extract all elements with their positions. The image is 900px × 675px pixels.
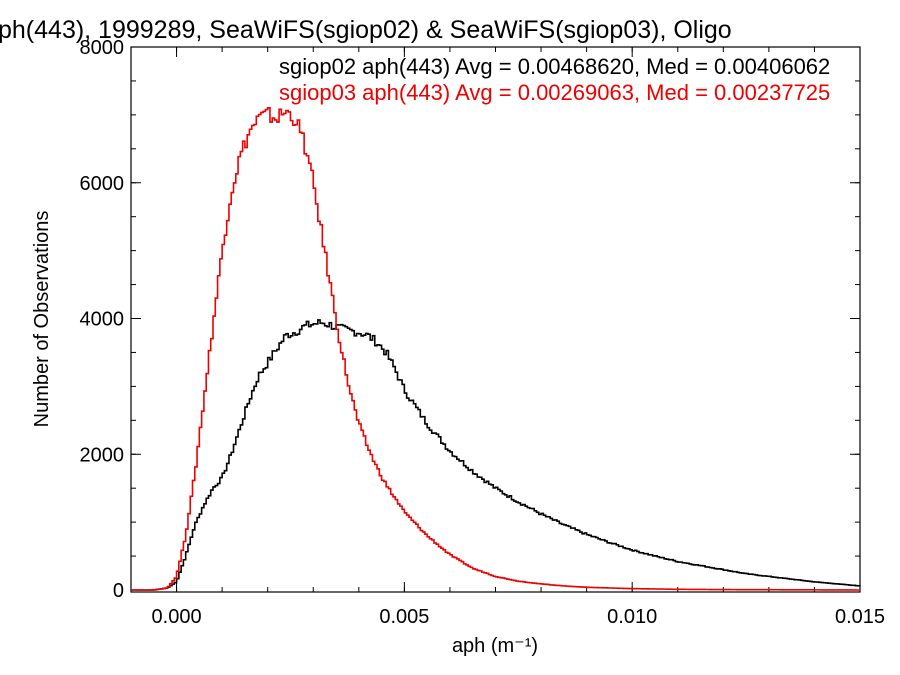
y-tick-label: 8000 <box>80 37 125 59</box>
x-tick-label: 0.005 <box>379 606 429 628</box>
series-line-sgiop02 <box>131 319 861 591</box>
y-tick-label: 4000 <box>80 309 125 331</box>
y-tick-label: 6000 <box>80 173 125 195</box>
x-tick-label: 0.010 <box>607 606 657 628</box>
annotation-sgiop02: sgiop02 aph(443) Avg = 0.00468620, Med =… <box>279 54 830 79</box>
y-axis-label: Number of Observations <box>31 211 53 428</box>
annotation-sgiop03: sgiop03 aph(443) Avg = 0.00269063, Med =… <box>279 80 830 105</box>
x-axis-label: aph (m⁻¹) <box>452 635 538 657</box>
y-tick-label: 0 <box>113 580 124 602</box>
y-tick-label: 2000 <box>80 444 125 466</box>
plot-frame <box>130 46 861 593</box>
x-tick-label: 0.000 <box>152 606 202 628</box>
series-line-sgiop03 <box>131 107 860 591</box>
x-tick-label: 0.015 <box>835 606 885 628</box>
chart-title: ph(443), 1999289, SeaWiFS(sgiop02) & Sea… <box>0 16 732 44</box>
